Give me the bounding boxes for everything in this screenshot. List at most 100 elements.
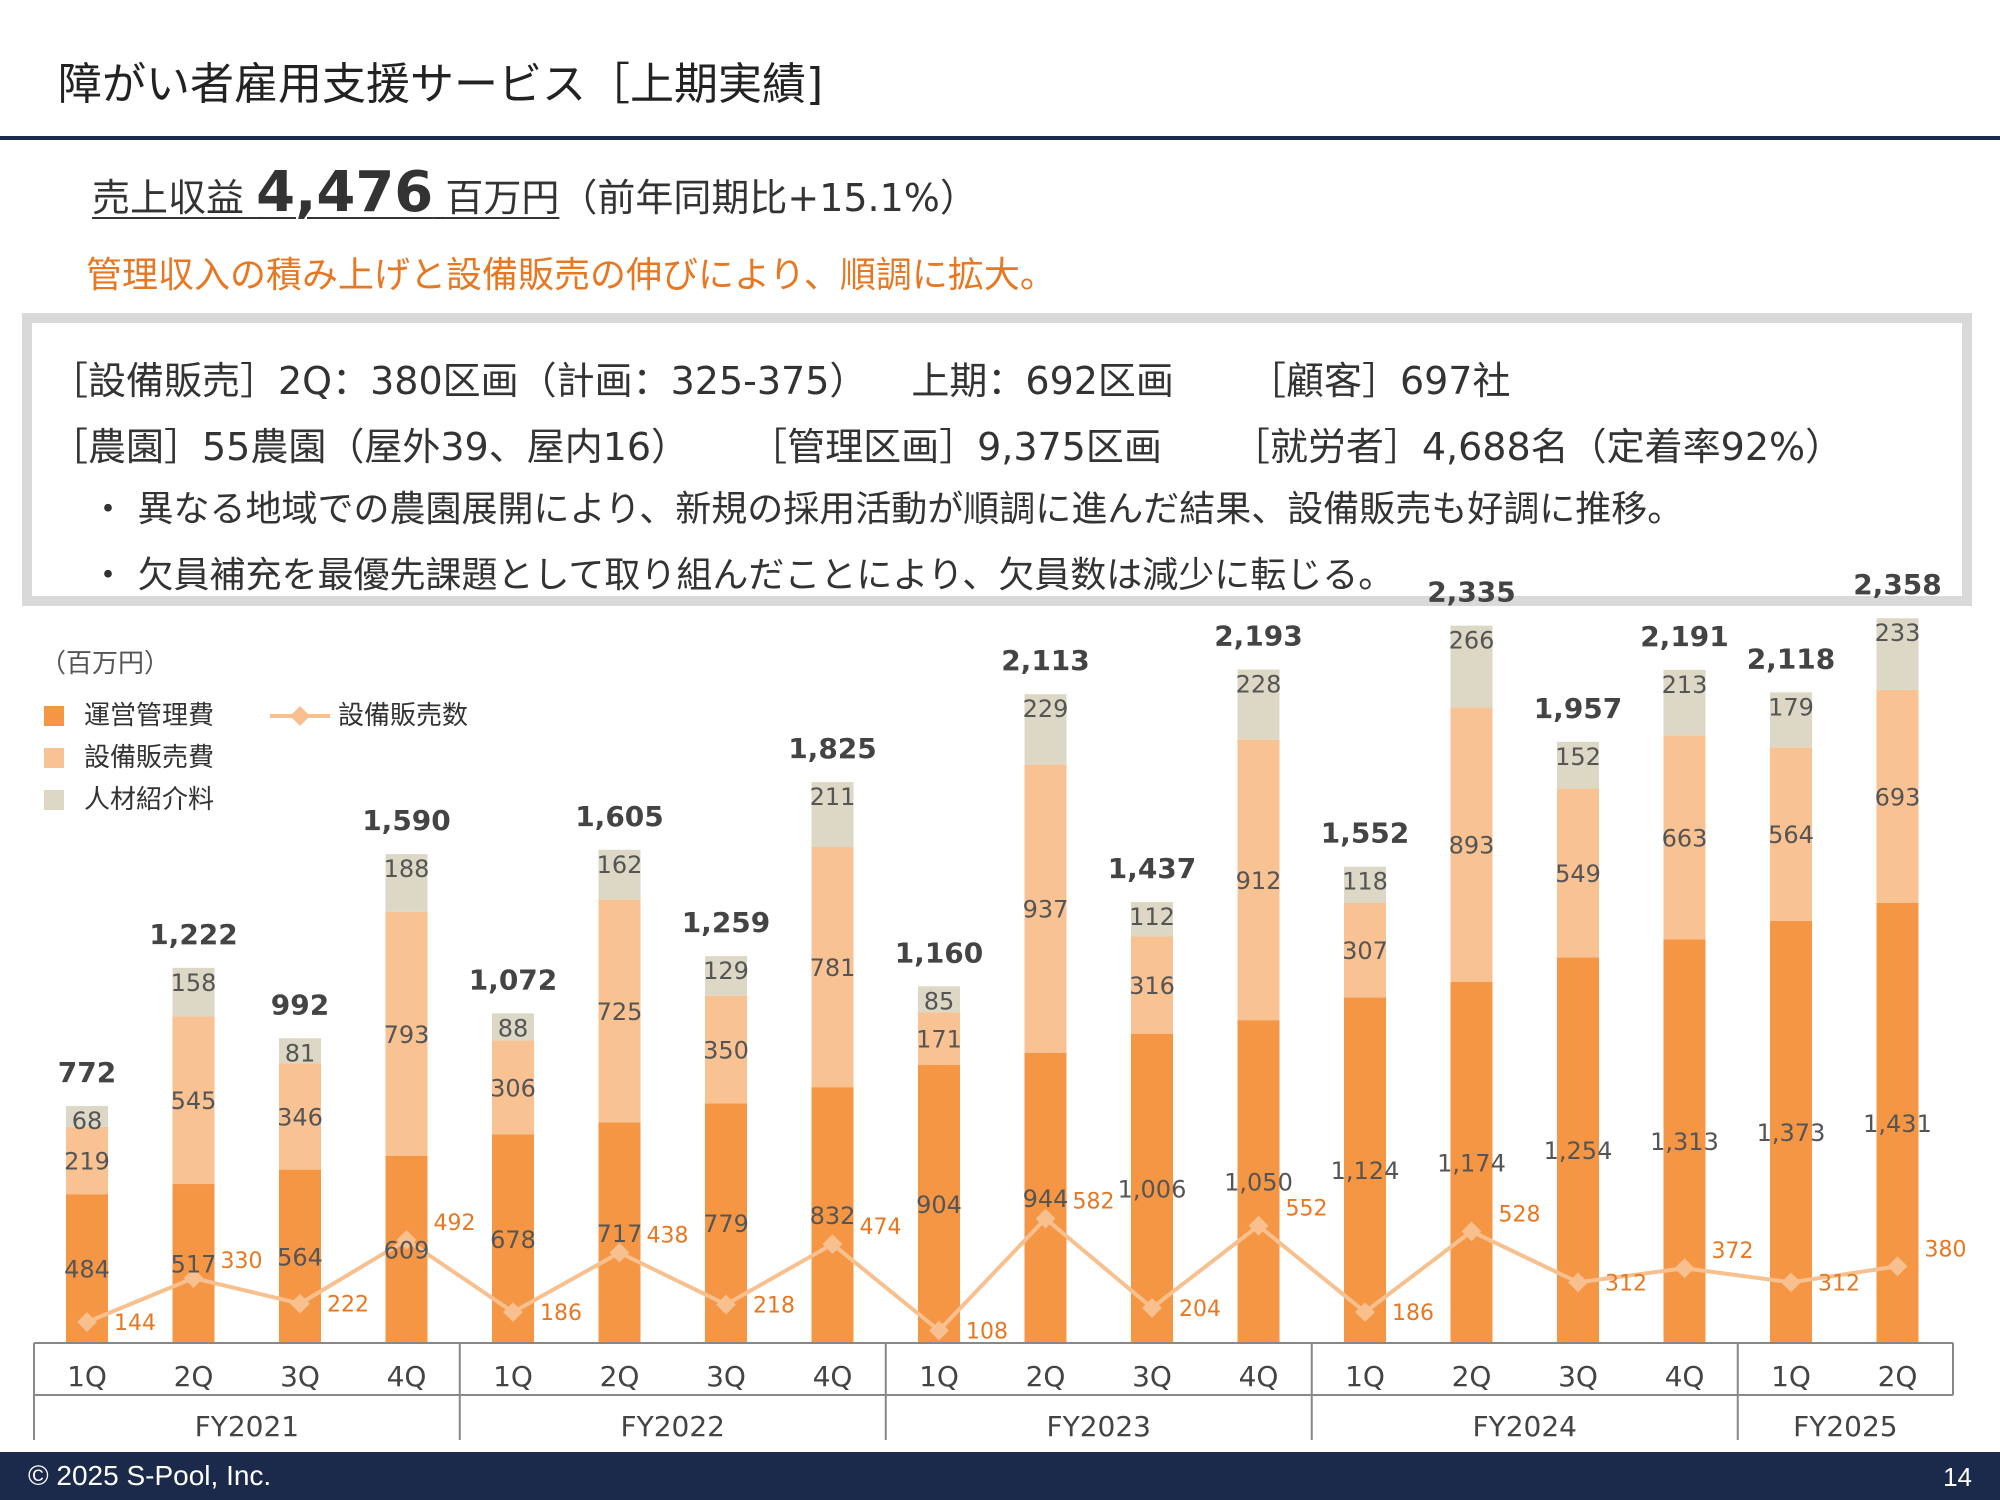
bar-segment-referral (1450, 625, 1493, 708)
data-label-referral: 179 (1768, 693, 1814, 721)
data-label-operating: 609 (384, 1236, 430, 1264)
legend-label-units-sold: 設備販売数 (338, 701, 469, 731)
kpi-bullet-2: ・ 欠員補充を最優先課題として取り組んだことにより、欠員数は減少に転じる。 (90, 555, 1395, 596)
data-label-operating: 678 (490, 1226, 536, 1254)
kpi-line-2: ［農園］55農園（屋外39、屋内16） ［管理区画］9,375区画 ［就労者］4,6… (50, 416, 1843, 471)
x-tick-label: 1Q (67, 1360, 107, 1393)
data-label-units-sold: 438 (647, 1224, 689, 1249)
kpi-equipment-sales: ［設備販売］2Q：380区画（計画：325-375） (50, 359, 868, 403)
line-units-sold (86, 1215, 1898, 1334)
group-label: FY2022 (621, 1410, 725, 1443)
data-label-equipment: 350 (703, 1037, 749, 1065)
bar-segment-referral (1237, 669, 1280, 740)
data-label-operating: 1,006 (1118, 1175, 1187, 1203)
kpi-customers: ［顧客］697社 (1247, 359, 1511, 403)
bar-segment-equipment (1663, 735, 1706, 940)
data-label-equipment: 307 (1342, 937, 1388, 965)
bar-segment-referral (172, 967, 215, 1017)
bar-segment-equipment (598, 899, 641, 1123)
bar-segment-referral (1024, 694, 1067, 765)
legend-item-equipment: 設備販売費 (44, 737, 214, 774)
data-label-total: 1,160 (895, 936, 984, 969)
data-label-equipment: 693 (1875, 783, 1921, 811)
data-label-referral: 162 (597, 851, 643, 879)
x-tick-label: 3Q (1132, 1360, 1172, 1393)
line-marker (396, 1229, 417, 1250)
bar-segment-equipment (811, 847, 854, 1088)
data-label-referral: 118 (1342, 868, 1388, 896)
data-label-referral: 68 (72, 1107, 103, 1135)
data-label-units-sold: 492 (434, 1211, 476, 1236)
bar-segment-equipment (1237, 739, 1280, 1021)
legend-item-referral: 人材紹介料 (44, 779, 214, 816)
line-marker (1887, 1256, 1908, 1277)
revenue-underlined: 売上収益 4,476 百万円 (92, 160, 559, 225)
kpi-bullet-1: ・ 異なる地域での農園展開により、新規の採用活動が順調に進んだ結果、設備販売も好… (90, 489, 1684, 530)
data-label-operating: 517 (171, 1251, 217, 1279)
data-label-equipment: 549 (1555, 860, 1601, 888)
line-marker (1781, 1272, 1801, 1293)
data-label-equipment: 564 (1768, 821, 1814, 849)
data-label-operating: 779 (703, 1210, 749, 1238)
bar-segment-equipment (492, 1040, 534, 1135)
bar-segment-referral (492, 1013, 534, 1041)
data-label-referral: 233 (1875, 619, 1921, 647)
revenue-headline: 売上収益 4,476 百万円（前年同期比+15.1%） (92, 160, 978, 225)
x-tick-label: 2Q (1452, 1360, 1492, 1393)
data-label-total: 1,825 (788, 732, 877, 765)
data-label-total: 772 (58, 1056, 116, 1089)
bar-segment-referral (1344, 866, 1386, 903)
data-label-units-sold: 582 (1073, 1190, 1115, 1215)
data-label-total: 1,437 (1108, 852, 1197, 885)
bar-segment-equipment (1770, 747, 1812, 921)
data-label-units-sold: 330 (221, 1249, 263, 1274)
data-label-operating: 904 (916, 1191, 962, 1219)
data-label-units-sold: 552 (1286, 1197, 1328, 1222)
data-label-total: 1,072 (469, 963, 558, 996)
x-tick-label: 2Q (600, 1360, 640, 1393)
bar-segment-equipment (1024, 764, 1067, 1053)
data-label-total: 1,605 (575, 800, 664, 833)
data-label-total: 2,193 (1214, 620, 1303, 653)
x-tick-label: 1Q (919, 1360, 959, 1393)
line-marker (1674, 1258, 1695, 1279)
bar-segment-equipment (1450, 707, 1493, 982)
x-tick-label: 2Q (174, 1360, 214, 1393)
title-divider (0, 136, 2000, 140)
bar-segment-referral (811, 782, 854, 848)
data-label-units-sold: 222 (327, 1293, 369, 1318)
bar-segment-referral (1663, 669, 1706, 736)
legend-item-operating: 運営管理費 (44, 695, 214, 732)
data-label-total: 1,259 (682, 906, 771, 939)
data-label-units-sold: 144 (114, 1311, 156, 1336)
data-label-units-sold: 380 (1925, 1237, 1967, 1262)
bar-segment-referral (1770, 692, 1812, 748)
x-tick-label: 4Q (1665, 1360, 1705, 1393)
data-label-units-sold: 372 (1712, 1239, 1754, 1264)
legend-line-marker-icon (270, 706, 330, 726)
kpi-first-half: 上期：692区画 (911, 359, 1174, 403)
bar-segment-referral (705, 956, 747, 996)
data-label-operating: 1,254 (1544, 1137, 1613, 1165)
bar-segment-referral (66, 1105, 108, 1127)
bar-segment-equipment (705, 995, 747, 1104)
data-label-referral: 228 (1236, 671, 1282, 699)
line-marker (503, 1302, 523, 1323)
line-marker (929, 1320, 949, 1341)
kpi-managed-plots: ［管理区画］9,375区画 (749, 425, 1162, 469)
data-label-equipment: 306 (490, 1074, 536, 1102)
line-marker (290, 1293, 310, 1314)
data-label-units-sold: 312 (1818, 1271, 1860, 1296)
legend-swatch-referral (44, 790, 64, 810)
bar-segment-equipment (385, 911, 428, 1156)
data-label-equipment: 171 (916, 1026, 962, 1054)
data-label-operating: 832 (810, 1202, 856, 1230)
group-label: FY2021 (195, 1410, 299, 1443)
bar-segment-operating (1024, 1052, 1067, 1343)
bar-segment-equipment (1557, 788, 1599, 958)
bar-segment-equipment (918, 1012, 960, 1066)
revenue-value: 4,476 (256, 160, 434, 225)
data-label-equipment: 793 (384, 1021, 430, 1049)
revenue-label: 売上収益 (92, 176, 245, 220)
